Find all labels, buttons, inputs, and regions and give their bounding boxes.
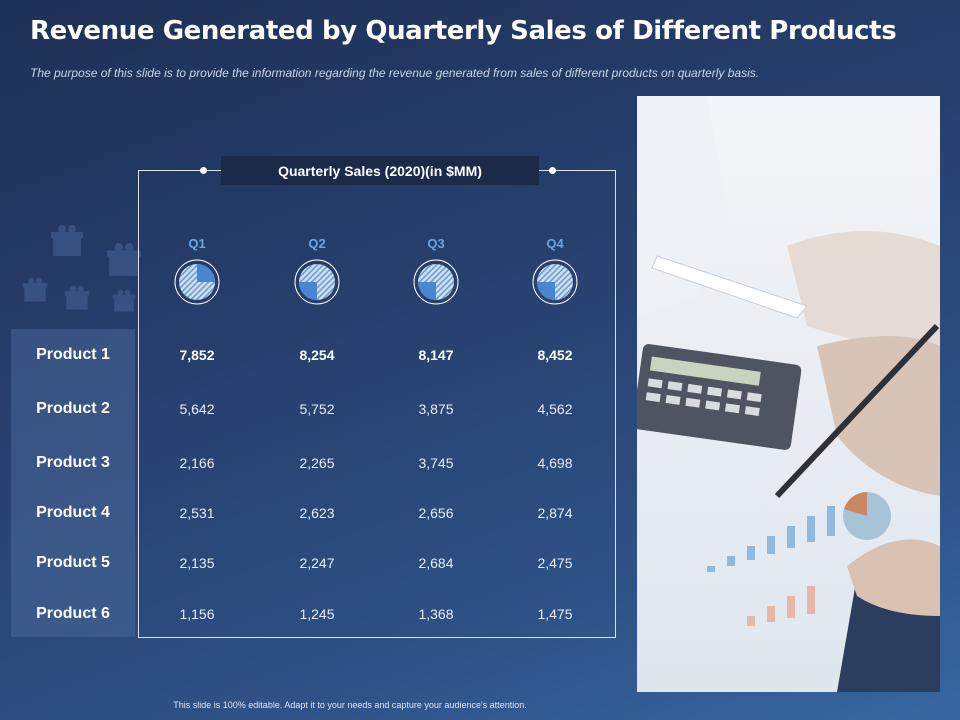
table-cell: 1,368	[418, 606, 454, 622]
slide-subtitle: The purpose of this slide is to provide …	[30, 66, 760, 80]
table-cell: 8,452	[537, 347, 573, 363]
pie-slice	[197, 264, 215, 282]
table-cell: 4,698	[537, 455, 573, 471]
product-label: Product 4	[36, 504, 110, 521]
slide-footer: This slide is 100% editable. Adapt it to…	[173, 700, 527, 710]
quarter-label: Q4	[546, 236, 564, 251]
slide-title: Revenue Generated by Quarterly Sales of …	[30, 16, 897, 46]
table-cell: 2,247	[299, 555, 335, 571]
table-cell: 2,656	[418, 505, 454, 521]
pie-slice	[537, 282, 555, 300]
product-label: Product 1	[36, 346, 110, 363]
pie-chart-icon	[413, 259, 459, 305]
table-cell: 4,562	[537, 401, 573, 417]
pie-chart-icon	[532, 259, 578, 305]
header-connector-right	[553, 170, 616, 171]
pie-chart-icon	[294, 259, 340, 305]
table-cell: 2,684	[418, 555, 454, 571]
gift-box-icon	[107, 243, 141, 276]
product-label: Product 6	[36, 605, 110, 622]
pie-chart-icon	[174, 259, 220, 305]
table-cell: 1,245	[299, 606, 335, 622]
product-label-column	[11, 329, 135, 637]
table-cell: 2,166	[179, 455, 215, 471]
pie-slice	[418, 282, 436, 300]
quarter-label: Q1	[188, 236, 206, 251]
table-cell: 2,475	[537, 555, 573, 571]
gift-box-icon	[51, 225, 83, 256]
table-cell: 1,156	[179, 606, 215, 622]
table-cell: 2,531	[179, 505, 215, 521]
quarter-label: Q2	[308, 236, 326, 251]
table-cell: 1,475	[537, 606, 573, 622]
calculator-and-chart-illustration	[637, 96, 940, 692]
table-cell: 8,147	[418, 347, 454, 363]
table-cell: 8,254	[299, 347, 335, 363]
table-cell: 3,745	[418, 455, 454, 471]
table-cell: 2,623	[299, 505, 335, 521]
pie-slice	[299, 282, 317, 300]
table-cell: 5,642	[179, 401, 215, 417]
gift-box-icon	[22, 277, 48, 302]
table-cell: 5,752	[299, 401, 335, 417]
table-cell: 2,874	[537, 505, 573, 521]
office-photo	[637, 96, 940, 692]
product-label: Product 3	[36, 454, 110, 471]
product-label: Product 2	[36, 400, 110, 417]
table-cell: 2,265	[299, 455, 335, 471]
table-cell: 7,852	[179, 347, 215, 363]
gift-box-icon	[112, 289, 136, 312]
table-cell: 2,135	[179, 555, 215, 571]
gift-box-icon	[64, 285, 90, 310]
table-cell: 3,875	[418, 401, 454, 417]
product-label: Product 5	[36, 554, 110, 571]
header-connector-left	[138, 170, 204, 171]
quarter-label: Q3	[427, 236, 445, 251]
table-header: Quarterly Sales (2020)(in $MM)	[221, 156, 539, 185]
header-dot-left	[200, 167, 207, 174]
header-dot-right	[549, 167, 556, 174]
